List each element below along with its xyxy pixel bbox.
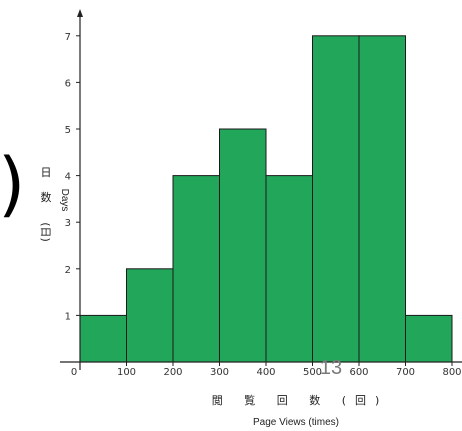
y-axis-label-jp-1: 日 [41,166,52,179]
histogram-bar-2 [126,268,174,363]
y-tick-label: 3 [65,218,71,229]
y-axis-label-jp-3: (日) [39,222,52,242]
page-number: 13 [320,357,342,379]
bracket-glyph: ) [0,143,25,225]
histogram-bar-6 [312,35,360,363]
y-axis-label: Days [59,189,70,212]
y-tick-label: 2 [65,265,71,276]
histogram-bar-1 [79,314,127,363]
y-tick-label: 4 [65,172,71,183]
y-axis-label-jp-2: 数 [41,191,52,204]
x-tick-label: 200 [163,367,182,378]
x-tick-label: 400 [256,367,275,378]
y-tick-label: 6 [65,78,71,89]
y-tick-label: 5 [65,125,71,136]
y-ticks-group: 1 2 3 4 5 6 7 [65,32,80,322]
bars-group [79,35,453,363]
y-tick-label: 1 [65,311,71,322]
histogram-bar-5 [265,175,313,363]
x-ticks-group: 0 100 200 300 400 500 600 700 800 [71,362,462,378]
x-tick-label: 700 [396,367,415,378]
x-tick-label: 500 [303,367,322,378]
x-tick-label: 600 [349,367,368,378]
histogram-bar-4 [219,128,267,363]
histogram-bar-8 [405,314,453,363]
y-tick-label: 7 [65,32,71,43]
x-tick-label: 800 [442,367,461,378]
x-axis-label: Page Views (times) [253,417,339,428]
histogram-bar-3 [172,175,220,363]
x-axis-label-jp: 閲 覧 回 数 (回) [212,393,389,407]
y-axis-arrow [77,9,83,17]
x-tick-label: 300 [210,367,229,378]
x-tick-label: 0 [71,367,77,378]
histogram-bar-7 [358,35,406,363]
x-tick-label: 100 [117,367,136,378]
